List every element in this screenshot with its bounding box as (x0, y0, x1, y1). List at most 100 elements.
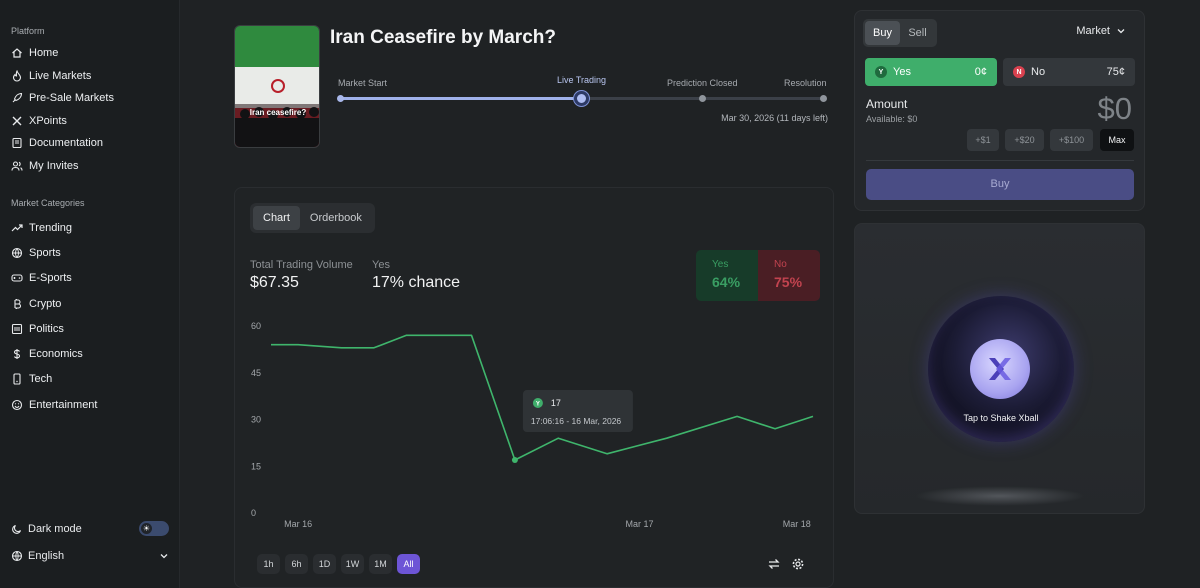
category-label: Crypto (29, 297, 62, 310)
timeline-dot-current (574, 91, 589, 106)
range-1m[interactable]: 1M (369, 554, 392, 574)
gamepad-icon (11, 274, 23, 282)
category-crypto[interactable]: Crypto (11, 291, 171, 316)
price-chart[interactable]: 0 15 30 45 60 Mar 16 Mar 17 Mar 18 Y 17 17:06:16 -… (235, 308, 835, 538)
available-balance: Available: $0 (866, 114, 918, 124)
stage-live-trading: Live Trading (557, 75, 607, 85)
users-icon (11, 161, 23, 171)
buy-button[interactable]: Buy (866, 169, 1134, 200)
tab-orderbook[interactable]: Orderbook (309, 212, 362, 224)
amount-input[interactable]: $0 (1097, 91, 1132, 126)
category-label: Tech (29, 373, 53, 386)
category-politics[interactable]: Politics (11, 316, 171, 341)
range-1w[interactable]: 1W (341, 554, 364, 574)
no-price: 75¢ (1106, 66, 1125, 78)
amount-label: Amount (866, 97, 908, 111)
trade-panel: Buy Sell Market Y Yes 0¢ N No 75¢ Amount… (854, 10, 1145, 211)
order-type-select[interactable]: Market (1076, 25, 1126, 37)
rocket-icon (12, 93, 23, 103)
nav-item-xpoints[interactable]: XPoints (11, 110, 171, 133)
nav-label: My Invites (29, 159, 79, 172)
tab-sell[interactable]: Sell (908, 27, 927, 39)
volume-label: Total Trading Volume (250, 259, 353, 271)
category-label: E-Sports (29, 272, 72, 285)
market-title: Iran Ceasefire by March? (330, 27, 556, 48)
quick-add-1[interactable]: +$1 (967, 129, 999, 151)
dark-mode-toggle[interactable]: ☀ (139, 521, 169, 536)
gear-icon[interactable] (791, 557, 805, 571)
quick-add-100[interactable]: +$100 (1050, 129, 1093, 151)
range-1d[interactable]: 1D (313, 554, 336, 574)
tooltip-value: 17 (551, 398, 561, 408)
nav-item-my-invites[interactable]: My Invites (11, 155, 171, 178)
nav-label: Pre-Sale Markets (29, 92, 114, 105)
xball[interactable]: Tap to Shake Xball (928, 296, 1074, 442)
bitcoin-icon (14, 298, 22, 309)
nav-label: XPoints (29, 114, 67, 127)
category-label: Economics (29, 348, 83, 361)
xball-logo-icon (970, 339, 1030, 399)
dark-mode-label: Dark mode (28, 522, 82, 535)
category-entertainment[interactable]: Entertainment (11, 392, 171, 417)
yes-outcome-button[interactable]: Y Yes 0¢ (865, 58, 997, 86)
yes-summary[interactable]: Yes 64% (696, 250, 758, 301)
quick-add-20[interactable]: +$20 (1005, 129, 1044, 151)
chance-label: Yes (372, 259, 390, 271)
range-6h[interactable]: 6h (285, 554, 308, 574)
order-type-label: Market (1076, 25, 1110, 37)
chance-value: 17% chance (372, 274, 461, 291)
smile-icon (11, 399, 23, 410)
nav-item-documentation[interactable]: Documentation (11, 132, 171, 155)
language-label: English (28, 550, 65, 562)
category-label: Sports (29, 246, 61, 259)
category-sports[interactable]: Sports (11, 240, 171, 265)
range-1h[interactable]: 1h (257, 554, 280, 574)
category-label: Politics (29, 322, 64, 335)
moon-icon (12, 524, 22, 534)
nav-label: Home (29, 47, 59, 60)
tab-chart[interactable]: Chart (253, 206, 300, 230)
x-tick-label: Mar 18 (783, 519, 811, 529)
stage-resolution: Resolution (784, 78, 827, 88)
language-selector[interactable]: English (11, 550, 169, 562)
category-e-sports[interactable]: E-Sports (11, 266, 171, 291)
swap-icon[interactable] (767, 557, 781, 571)
divider (866, 160, 1134, 161)
dark-mode-row: Dark mode ☀ (11, 521, 169, 536)
tooltip-yes-badge-icon (532, 398, 543, 409)
nav-item-home[interactable]: Home (11, 42, 171, 65)
iran-flag-image (235, 26, 319, 147)
home-icon (12, 48, 22, 58)
timeline-dot (337, 95, 344, 102)
quick-max[interactable]: Max (1100, 129, 1134, 151)
tooltip-time: 17:06:16 - 16 Mar, 2026 (531, 416, 622, 426)
yes-label: Yes (893, 66, 911, 78)
x-tick-label: Mar 16 (284, 519, 312, 529)
y-tick-label: 0 (251, 508, 256, 518)
device-icon (13, 373, 21, 385)
nav-item-pre-sale-markets[interactable]: Pre-Sale Markets (11, 87, 171, 110)
chevron-down-icon (160, 554, 168, 559)
category-tech[interactable]: Tech (11, 367, 171, 392)
x-icon (12, 116, 22, 126)
ball-icon (11, 247, 23, 258)
flame-icon (12, 69, 22, 82)
tooltip-badge-letter: Y (536, 402, 540, 408)
nav-item-live-markets[interactable]: Live Markets (11, 65, 171, 88)
tab-buy[interactable]: Buy (865, 21, 900, 45)
no-summary[interactable]: No 75% (758, 250, 820, 301)
category-economics[interactable]: Economics (11, 341, 171, 366)
buy-sell-tabs: Buy Sell (863, 19, 937, 47)
no-badge-icon: N (1013, 66, 1025, 78)
no-summary-pct: 75% (774, 274, 803, 290)
category-label: Entertainment (29, 398, 98, 411)
category-trending[interactable]: Trending (11, 215, 171, 240)
no-outcome-button[interactable]: N No 75¢ (1003, 58, 1135, 86)
timeline-dot (699, 95, 706, 102)
range-all[interactable]: All (397, 554, 420, 574)
x-tick-label: Mar 17 (626, 519, 654, 529)
chart-tabs: Chart Orderbook (250, 203, 375, 233)
sun-icon: ☀ (141, 523, 152, 534)
xball-label: Tap to Shake Xball (963, 413, 1039, 423)
platform-nav: Home Live Markets Pre-Sale Markets XPoin… (11, 42, 171, 177)
